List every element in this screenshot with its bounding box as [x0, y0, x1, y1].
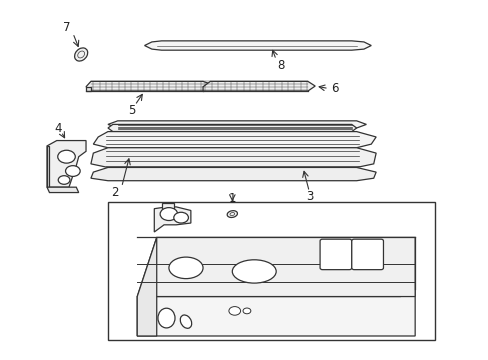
Text: 3: 3 — [306, 190, 313, 203]
Polygon shape — [144, 41, 370, 50]
Circle shape — [160, 208, 177, 221]
Polygon shape — [203, 81, 315, 91]
Polygon shape — [91, 148, 375, 167]
Polygon shape — [137, 237, 157, 336]
Ellipse shape — [75, 48, 87, 61]
FancyBboxPatch shape — [320, 239, 351, 270]
Polygon shape — [154, 207, 190, 232]
Text: 7: 7 — [62, 21, 70, 34]
Circle shape — [228, 307, 240, 315]
Polygon shape — [47, 187, 79, 193]
Ellipse shape — [227, 211, 237, 217]
Text: 8: 8 — [277, 59, 284, 72]
Circle shape — [173, 212, 188, 223]
Polygon shape — [86, 87, 91, 91]
Text: 4: 4 — [54, 122, 62, 135]
Polygon shape — [108, 125, 356, 132]
Ellipse shape — [168, 257, 203, 279]
Text: 5: 5 — [127, 104, 135, 117]
Circle shape — [243, 308, 250, 314]
Text: 2: 2 — [111, 186, 119, 199]
Polygon shape — [137, 289, 414, 336]
FancyBboxPatch shape — [351, 239, 383, 270]
Polygon shape — [93, 132, 375, 148]
Polygon shape — [91, 167, 375, 181]
Ellipse shape — [232, 260, 276, 283]
Polygon shape — [47, 140, 86, 187]
Text: 1: 1 — [228, 192, 236, 205]
Polygon shape — [161, 203, 173, 209]
Polygon shape — [47, 146, 49, 187]
Circle shape — [58, 176, 70, 184]
Polygon shape — [108, 121, 366, 128]
Polygon shape — [86, 81, 210, 91]
Ellipse shape — [158, 308, 175, 328]
Text: 6: 6 — [330, 82, 338, 95]
Circle shape — [65, 166, 80, 176]
Circle shape — [58, 150, 75, 163]
Bar — [108, 202, 434, 339]
Polygon shape — [137, 237, 414, 297]
Ellipse shape — [180, 315, 191, 328]
